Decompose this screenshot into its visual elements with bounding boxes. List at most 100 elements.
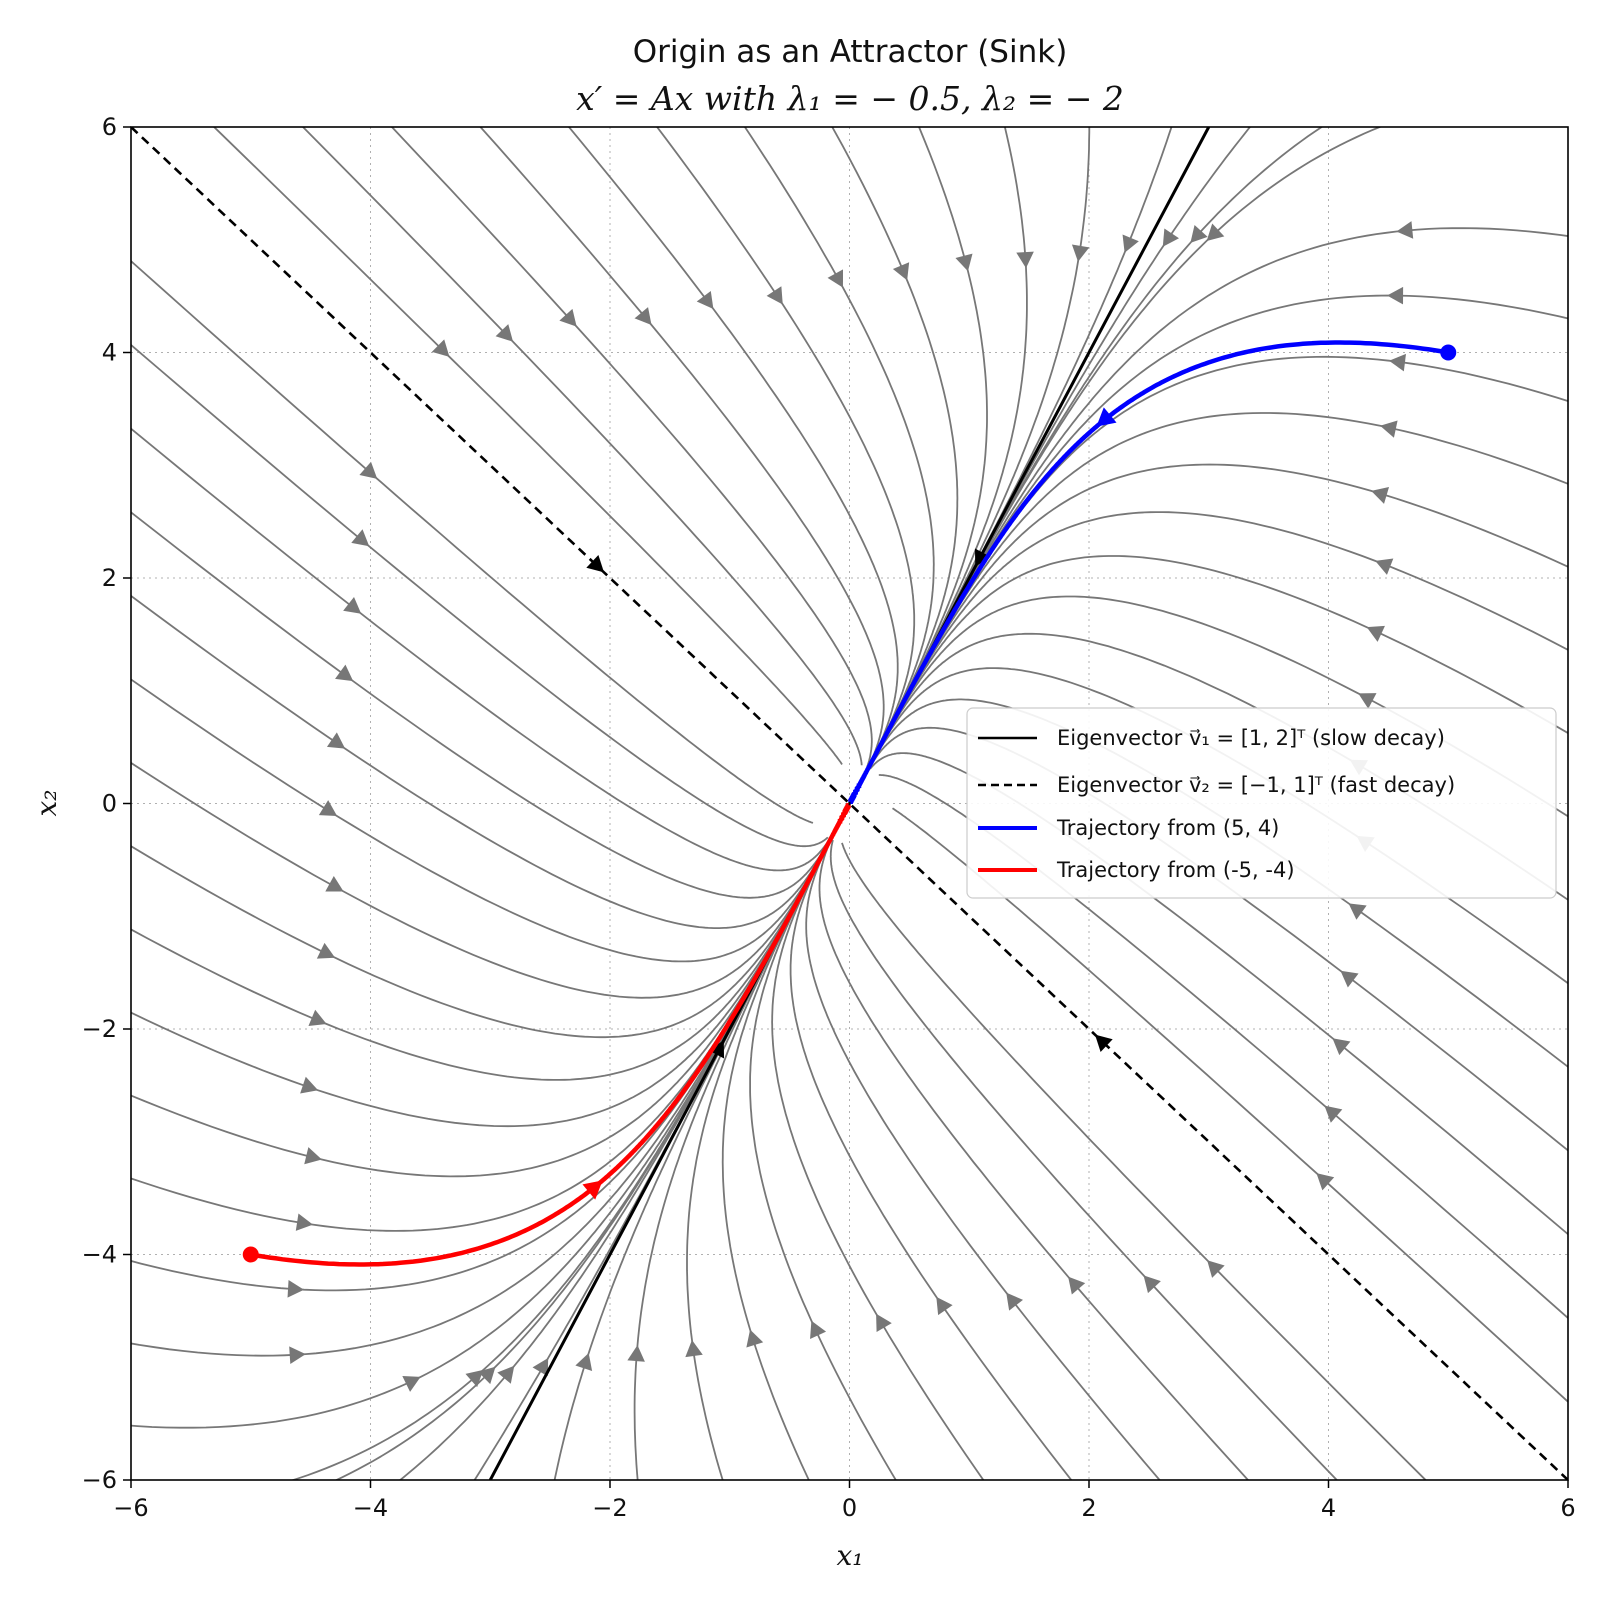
streamline-arrow bbox=[1380, 420, 1398, 438]
y-tick-label: −4 bbox=[82, 1241, 117, 1269]
streamline-arrow bbox=[343, 596, 362, 614]
streamline-arrow bbox=[766, 286, 783, 305]
streamline-arrow bbox=[1207, 1260, 1225, 1278]
streamline-arrow bbox=[316, 942, 336, 959]
y-tick-label: 0 bbox=[102, 790, 117, 818]
streamline-arrow bbox=[1389, 353, 1406, 372]
streamline-arrow bbox=[465, 1369, 484, 1388]
streamline-arrow bbox=[325, 876, 344, 892]
streamline-arrow bbox=[304, 1147, 322, 1165]
streamline bbox=[895, 227, 1568, 716]
y-tick-label: 4 bbox=[102, 339, 117, 367]
eigenvector-v1-arrow-lower bbox=[708, 1040, 725, 1059]
streamline bbox=[390, 127, 873, 768]
streamline-arrow bbox=[810, 1320, 827, 1339]
streamline-arrow bbox=[1143, 1275, 1161, 1294]
chart-title-line1: Origin as an Attractor (Sink) bbox=[633, 34, 1068, 70]
streamline bbox=[841, 842, 1427, 1480]
chart-title-line2: x′ = Ax with λ₁ = − 0.5, λ₂ = − 2 bbox=[576, 79, 1124, 118]
streamline-arrow bbox=[431, 339, 450, 357]
streamline-arrow bbox=[936, 1296, 953, 1316]
streamline-arrow bbox=[1316, 1173, 1335, 1191]
legend-box bbox=[966, 707, 1557, 899]
legend: Eigenvector v⃗₁ = [1, 2]ᵀ (slow decay) E… bbox=[966, 707, 1557, 899]
x-tick-label: 2 bbox=[1081, 1494, 1096, 1522]
streamline-arrow bbox=[1371, 487, 1390, 504]
eigenvector-v1-line bbox=[488, 127, 1211, 1480]
streamline bbox=[878, 774, 1568, 1320]
streamline bbox=[131, 877, 811, 1232]
streamline-arrow bbox=[1190, 225, 1208, 243]
eigenvector-lines bbox=[131, 127, 1568, 1480]
streamline-arrow bbox=[1068, 1276, 1086, 1295]
streamline-arrow bbox=[1071, 244, 1090, 262]
streamline-arrow bbox=[1206, 223, 1225, 241]
streamline-arrow bbox=[532, 1357, 549, 1377]
streamline bbox=[290, 895, 802, 1480]
streamline-arrow bbox=[497, 1365, 515, 1384]
streamline bbox=[131, 343, 829, 848]
streamline-arrow bbox=[827, 269, 844, 288]
streamline bbox=[892, 807, 1568, 1403]
streamline-arrow bbox=[627, 1345, 645, 1362]
x-tick-label: −6 bbox=[113, 1494, 148, 1522]
streamline-arrow bbox=[359, 461, 378, 479]
streamline-arrow bbox=[1358, 693, 1377, 709]
streamline bbox=[686, 860, 820, 1480]
streamline-arrow bbox=[1332, 1038, 1351, 1056]
eigenvector-v2-arrow-upper bbox=[586, 554, 605, 573]
eigenvector-v1-arrow-upper bbox=[974, 548, 991, 567]
y-tick-label: −6 bbox=[82, 1466, 117, 1494]
streamline bbox=[892, 294, 1568, 722]
streamline-arrow bbox=[634, 307, 652, 326]
streamline-arrow bbox=[300, 1076, 319, 1094]
y-tick-label: −2 bbox=[82, 1015, 117, 1043]
red-trajectory-start-point bbox=[242, 1246, 259, 1263]
streamline bbox=[743, 127, 935, 763]
blue-trajectory-arrow bbox=[1096, 407, 1117, 427]
trajectories bbox=[242, 340, 1457, 1267]
x-axis-label: x₁ bbox=[836, 1539, 863, 1572]
streamline-arrow bbox=[892, 262, 910, 281]
streamline-arrow bbox=[876, 1313, 892, 1332]
streamline bbox=[301, 127, 863, 766]
y-tick-label: 6 bbox=[102, 113, 117, 141]
streamline-arrow bbox=[1375, 558, 1394, 575]
streamline-arrow bbox=[1122, 234, 1139, 253]
streamline-arrow bbox=[335, 664, 354, 682]
axis-ticks: −6 −4 −2 0 2 4 6 −6 −4 −2 0 2 4 6 bbox=[82, 113, 1576, 1522]
legend-label-v1: Eigenvector v⃗₁ = [1, 2]ᵀ (slow decay) bbox=[1057, 726, 1445, 750]
streamline-arrow bbox=[295, 1213, 313, 1231]
x-tick-label: −2 bbox=[592, 1494, 627, 1522]
streamline bbox=[212, 127, 843, 765]
streamline-arrow bbox=[1162, 228, 1179, 247]
streamline-arrow bbox=[1396, 221, 1414, 239]
streamline bbox=[131, 845, 824, 1039]
red-trajectory-arrow bbox=[582, 1180, 603, 1200]
streamline-arrow bbox=[351, 529, 370, 547]
legend-label-red-trajectory: Trajectory from (-5, -4) bbox=[1056, 858, 1295, 882]
streamline-arrow bbox=[289, 1346, 306, 1364]
streamline-arrow bbox=[318, 800, 338, 817]
streamline bbox=[892, 127, 1324, 722]
legend-label-blue-trajectory: Trajectory from (5, 4) bbox=[1056, 816, 1279, 840]
x-tick-label: −4 bbox=[353, 1494, 388, 1522]
streamline-arrow bbox=[575, 1353, 593, 1371]
streamline-arrow bbox=[1006, 1292, 1024, 1311]
eigenvector-v2-arrow-lower bbox=[1094, 1034, 1113, 1053]
streamline bbox=[883, 463, 1568, 739]
streamline-arrow bbox=[308, 1009, 327, 1027]
streamline-arrow bbox=[696, 290, 714, 310]
streamline bbox=[131, 427, 831, 872]
streamline-arrow bbox=[287, 1279, 305, 1298]
blue-trajectory-start-point bbox=[1440, 344, 1457, 361]
streamline bbox=[886, 412, 1568, 734]
streamline bbox=[818, 838, 1250, 1480]
legend-label-v2: Eigenvector v⃗₂ = [−1, 1]ᵀ (fast decay) bbox=[1057, 773, 1455, 797]
streamline bbox=[131, 866, 817, 1128]
streamline-arrow bbox=[746, 1329, 764, 1348]
streamline-arrow bbox=[1387, 286, 1404, 305]
streamline bbox=[131, 761, 827, 999]
